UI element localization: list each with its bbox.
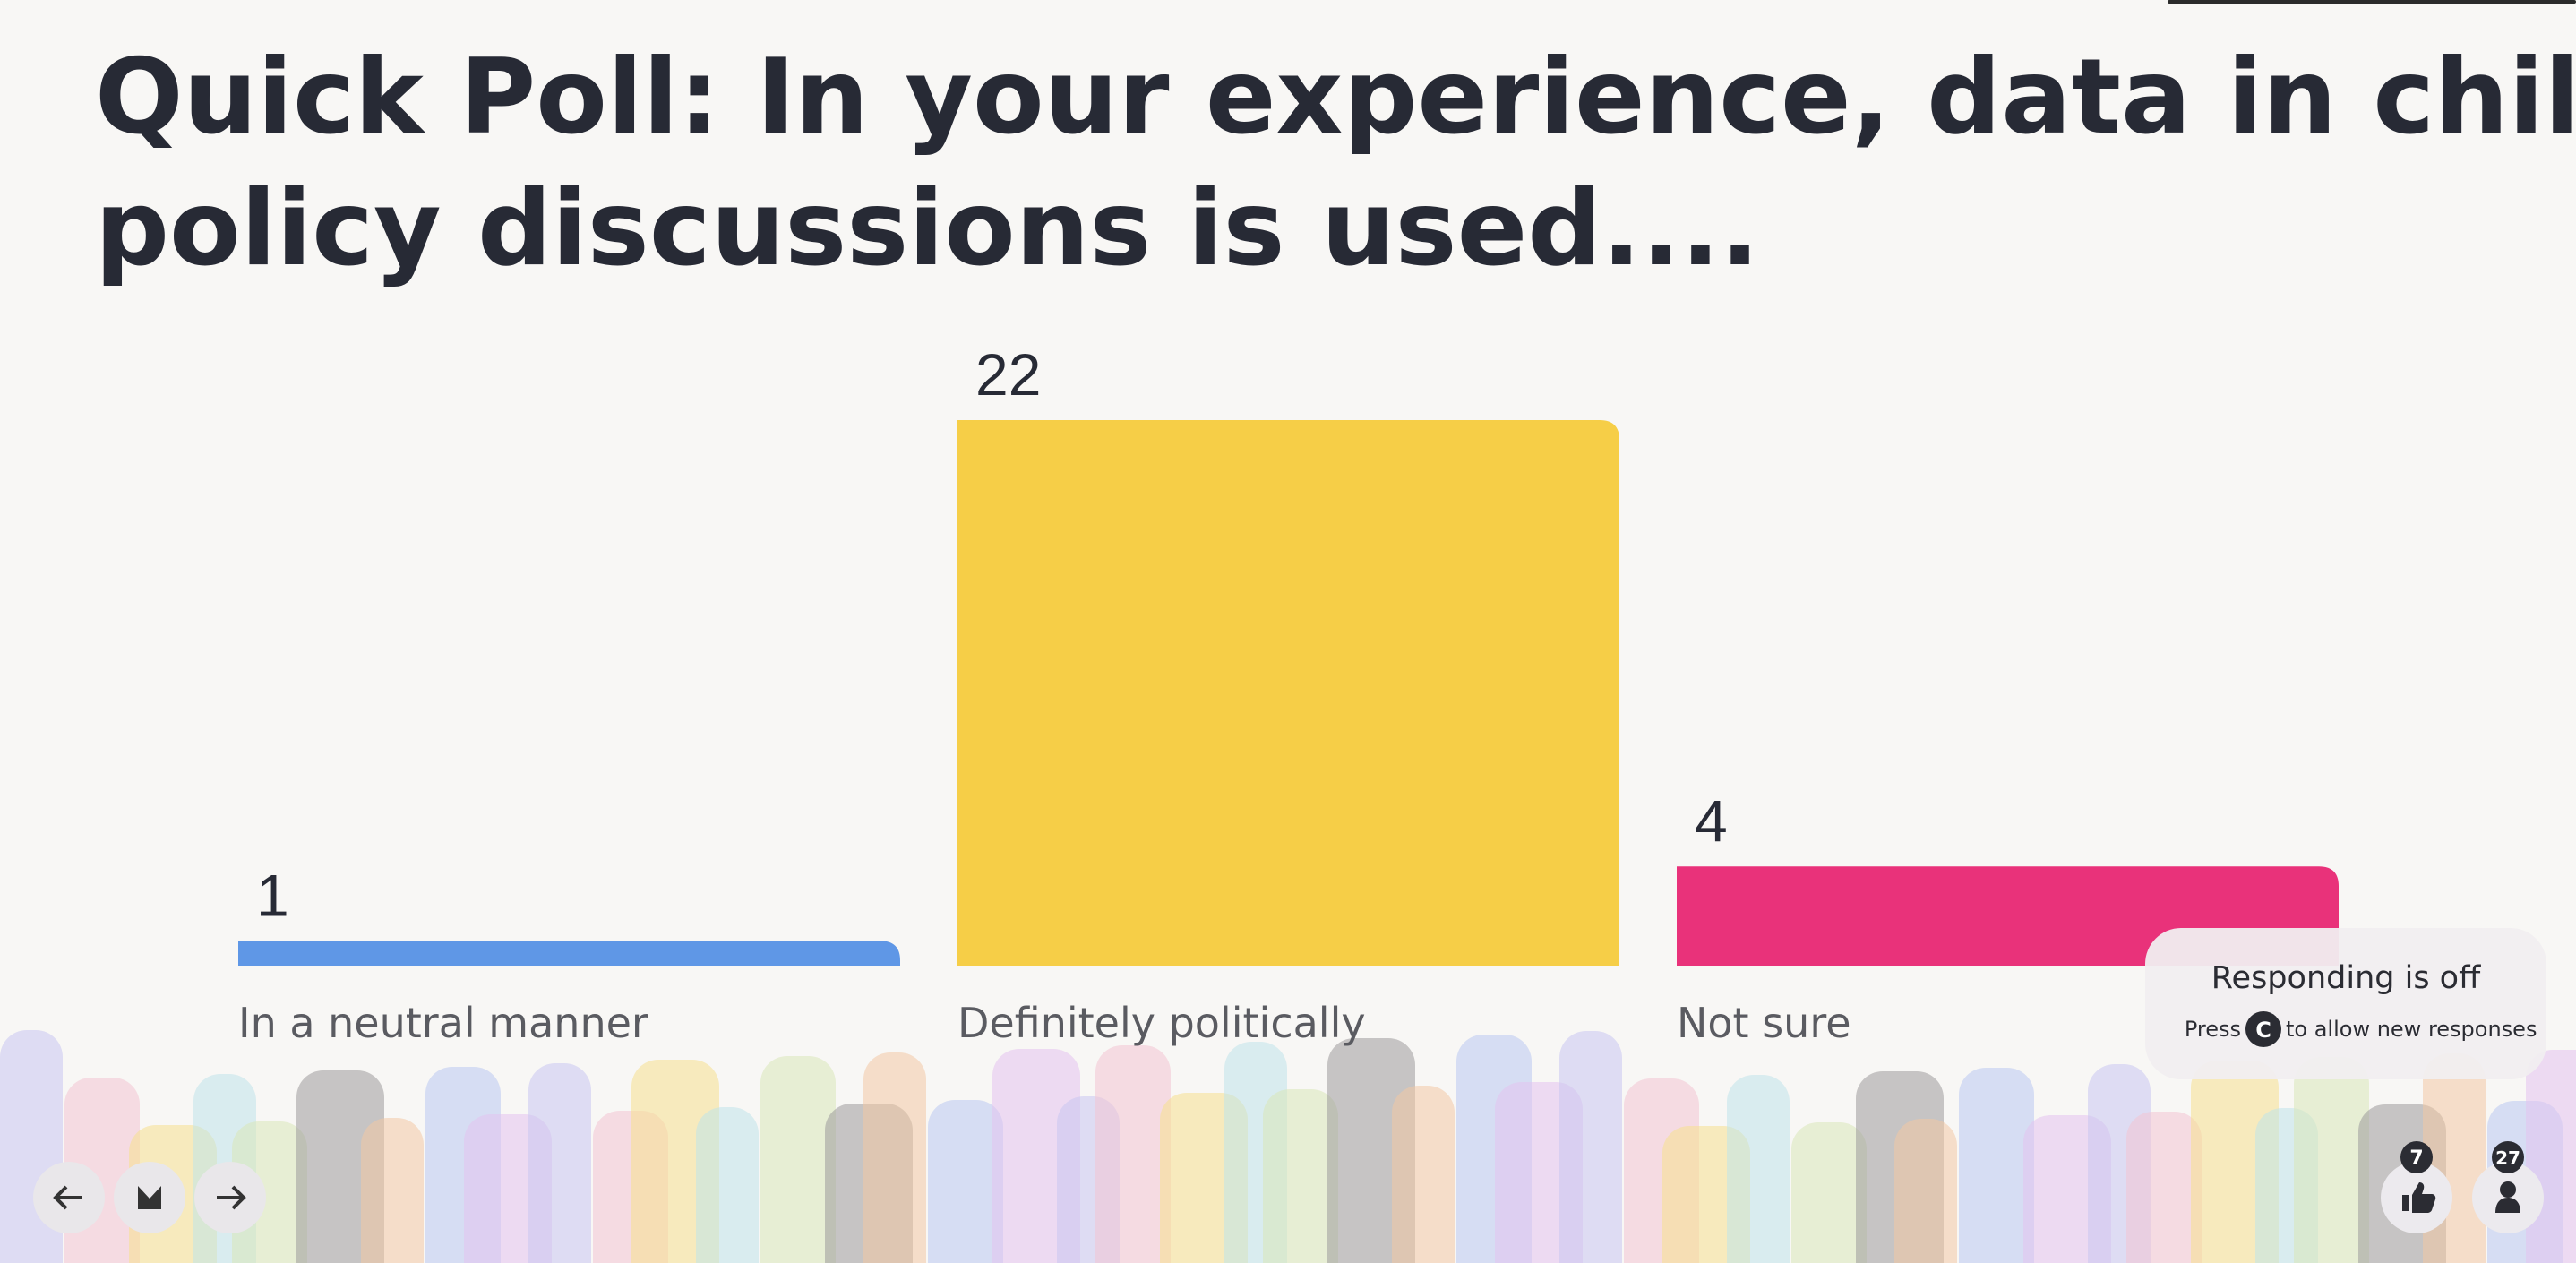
brush-stroke [1894,1119,1957,1263]
reactions: 7 27 [2381,1141,2544,1233]
menu-icon [138,1186,161,1209]
brush-stroke [1392,1086,1455,1263]
value-label: 4 [1695,787,1728,854]
brush-stroke [1095,1045,1171,1263]
brush-stroke [361,1118,424,1263]
menu-button[interactable] [114,1162,185,1233]
likes-count: 7 [2409,1147,2423,1170]
participants-count: 27 [2495,1147,2520,1169]
person-icon [2495,1198,2520,1213]
brush-stroke [1959,1068,2034,1263]
value-label: 1 [256,862,289,928]
top-bar [2168,0,2576,4]
key-label: C [2255,1018,2271,1043]
status-background [2145,928,2546,1079]
chart: 1 In a neutral manner 22 Definitely politic… [238,341,2339,1047]
brush-stroke [2126,1112,2202,1263]
bar [957,420,1619,966]
status-box: Responding is off Press C to allow new r… [2145,928,2546,1079]
brush-stroke [528,1063,591,1263]
like-icon [2402,1182,2436,1213]
person-icon [2500,1181,2516,1198]
likes-badge [2400,1141,2433,1173]
brush-stroke [232,1121,307,1263]
brush-stroke [696,1107,759,1263]
brush-stroke [1727,1075,1790,1263]
category-label: Not sure [1677,999,1851,1047]
brush-stroke [1559,1031,1622,1263]
brush-stroke [863,1052,926,1263]
bar [238,941,900,966]
participants-badge [2492,1141,2524,1173]
brush-stroke [2526,1050,2576,1263]
next-icon [217,1185,246,1210]
status-title: Responding is off [2211,960,2481,996]
brush-stroke [1791,1122,1867,1263]
category-label: Definitely politically [957,999,1366,1047]
title-line-1: Quick Poll: In your experience, data in … [95,37,2576,289]
brush-stroke [2294,1057,2369,1263]
brush-stroke [760,1056,836,1263]
status-hint: Press [2185,1017,2241,1042]
prev-icon [53,1185,82,1210]
key-badge [2245,1011,2281,1047]
status-hint: to allow new responses [2286,1017,2537,1042]
brush-stroke [928,1100,1003,1263]
category-label: In a neutral manner [238,999,648,1047]
brush-stroke [1263,1089,1338,1263]
nav [33,1162,266,1233]
value-label: 22 [975,341,1041,408]
